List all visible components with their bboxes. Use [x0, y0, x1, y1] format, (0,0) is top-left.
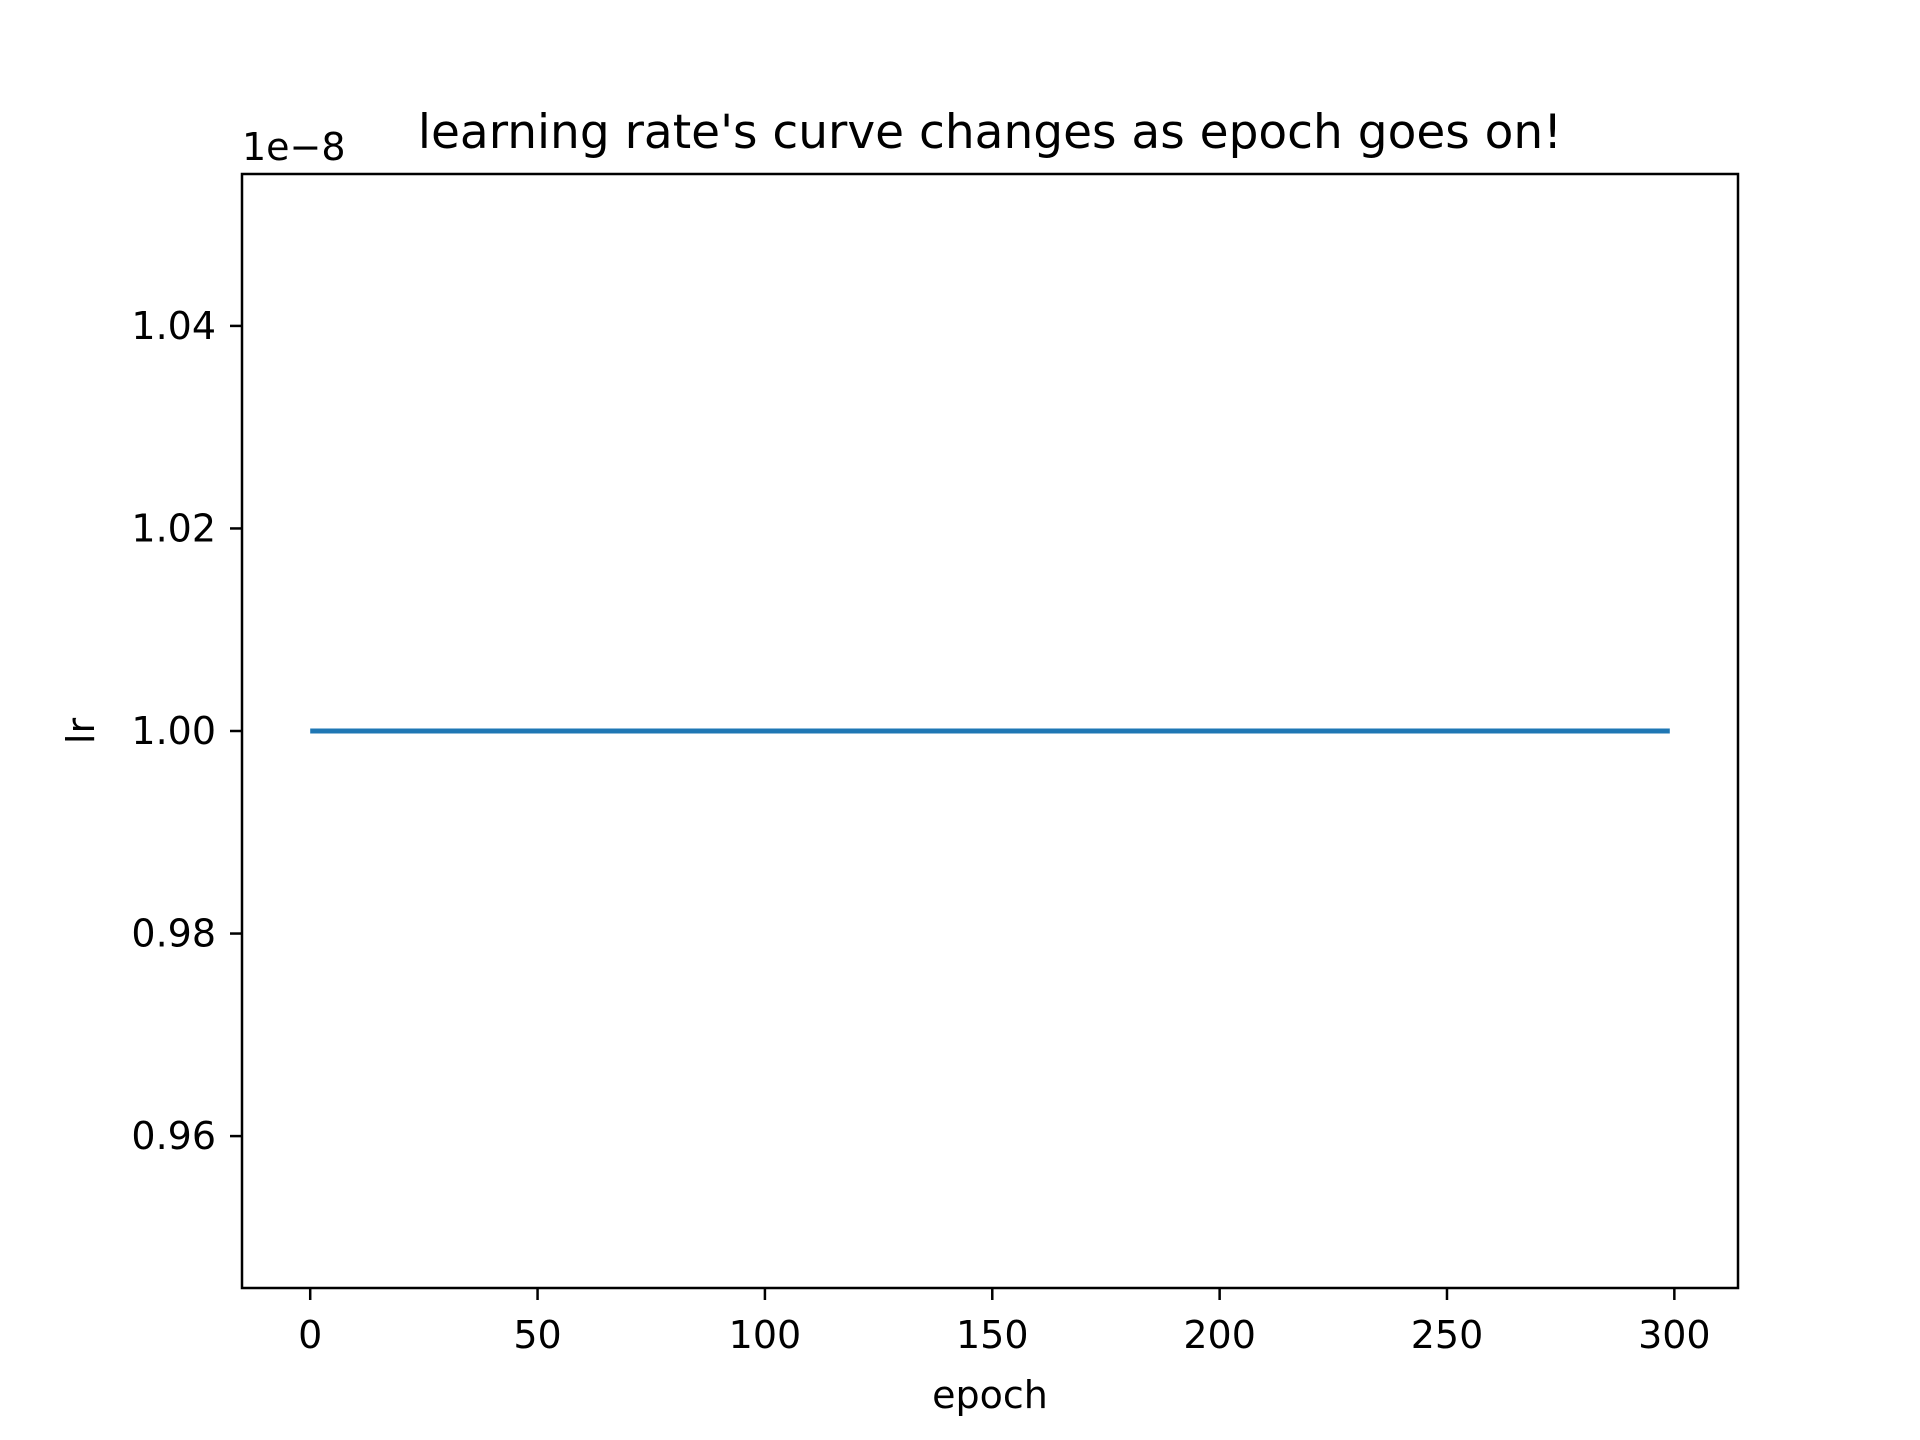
x-axis-label: epoch: [932, 1373, 1048, 1417]
x-tick-label: 250: [1411, 1313, 1484, 1357]
x-tick-label: 200: [1183, 1313, 1256, 1357]
y-tick-label: 1.00: [131, 709, 216, 753]
x-tick-label: 150: [956, 1313, 1029, 1357]
y-axis-label: lr: [59, 718, 103, 745]
y-tick-label: 1.02: [131, 506, 216, 550]
x-tick-label: 300: [1638, 1313, 1711, 1357]
x-axis-ticks: 0 50 100 150 200 250 300: [298, 1288, 1711, 1357]
y-axis-offset-label: 1e−8: [242, 125, 346, 169]
y-tick-label: 1.04: [131, 304, 216, 348]
y-tick-label: 0.98: [131, 912, 216, 956]
x-tick-label: 50: [513, 1313, 561, 1357]
chart-title: learning rate's curve changes as epoch g…: [418, 105, 1562, 160]
x-tick-label: 100: [729, 1313, 802, 1357]
y-axis-ticks: 0.96 0.98 1.00 1.02 1.04: [131, 304, 242, 1158]
y-tick-label: 0.96: [131, 1114, 216, 1158]
x-tick-label: 0: [298, 1313, 322, 1357]
